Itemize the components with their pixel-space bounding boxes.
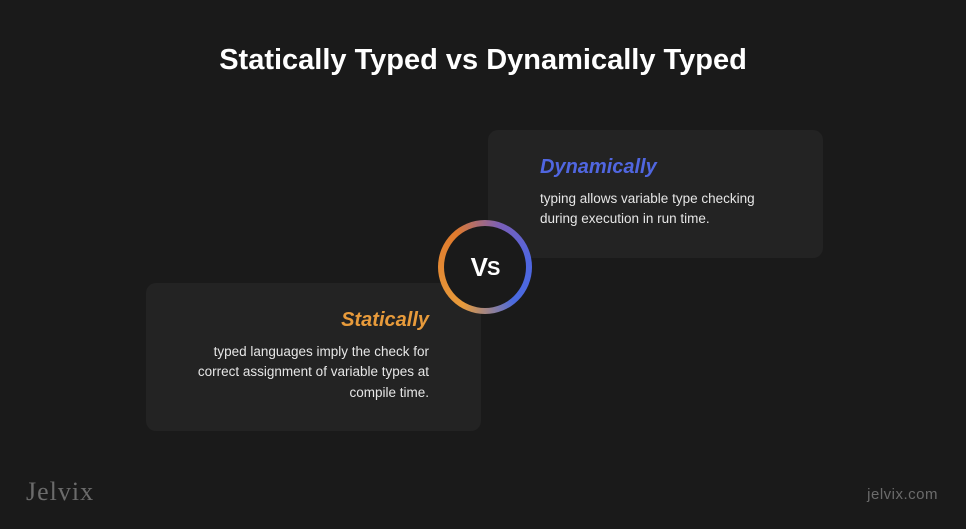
- vs-badge: VS: [438, 220, 532, 314]
- vs-ring: VS: [438, 220, 532, 314]
- card-static: Statically typed languages imply the che…: [146, 283, 481, 431]
- page-title: Statically Typed vs Dynamically Typed: [0, 44, 966, 77]
- vs-inner: VS: [444, 226, 526, 308]
- card-static-body: typed languages imply the check for corr…: [176, 342, 429, 403]
- card-dynamic-body: typing allows variable type checking dur…: [540, 189, 793, 230]
- footer-site: jelvix.com: [867, 486, 938, 503]
- card-dynamic: Dynamically typing allows variable type …: [488, 130, 823, 258]
- card-dynamic-heading: Dynamically: [540, 156, 793, 179]
- footer-logo: Jelvix: [26, 477, 94, 507]
- card-static-heading: Statically: [176, 309, 429, 332]
- vs-text: VS: [471, 252, 500, 283]
